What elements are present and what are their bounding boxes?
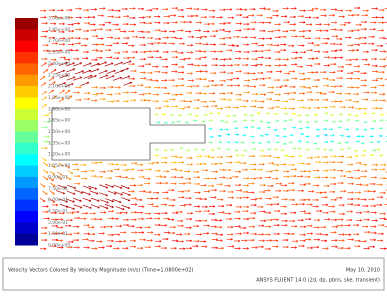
color-bar-label: 2.55e+00 xyxy=(48,50,70,56)
vector-plot: 3.00e+00 2.85e+00 2.70e+00 2.55e+00 2.40e+00… xyxy=(0,0,387,293)
color-bar-segment xyxy=(15,86,38,98)
color-bar-label: 4.50e-01 xyxy=(48,208,68,214)
color-bar-segment xyxy=(15,52,38,64)
color-bar-segment xyxy=(15,211,38,223)
footer-date: May 10, 2010 xyxy=(346,268,380,274)
color-bar-segment xyxy=(15,18,38,30)
color-bar-segment xyxy=(15,41,38,53)
footer-box xyxy=(3,258,384,290)
color-bar-label: 1.80e+00 xyxy=(48,106,70,112)
color-bar-segment xyxy=(15,143,38,155)
color-bar-label: 1.50e+00 xyxy=(48,129,70,135)
color-bar-label: 7.50e-01 xyxy=(48,186,68,192)
page: 3.00e+00 2.85e+00 2.70e+00 2.55e+00 2.40e+00… xyxy=(0,0,387,293)
color-bar-label: 6.00e-01 xyxy=(48,197,68,203)
color-bar-segment xyxy=(15,177,38,189)
color-bar-label: 1.20e+00 xyxy=(48,152,70,158)
color-bar-segment xyxy=(15,166,38,178)
color-bar-label: 2.70e+00 xyxy=(48,38,70,44)
color-bar-label: 3.00e-01 xyxy=(48,220,68,226)
color-bar-label: 0.00e+00 xyxy=(48,243,70,249)
color-bar xyxy=(15,18,38,246)
color-bar-label: 2.40e+00 xyxy=(48,61,70,67)
color-bar-label: 1.50e-01 xyxy=(48,231,68,237)
color-bar-label: 1.65e+00 xyxy=(48,118,70,124)
color-bar-segment xyxy=(15,63,38,75)
color-bar-label: 2.10e+00 xyxy=(48,84,70,90)
color-bar-segment xyxy=(15,234,38,246)
color-bar-labels: 3.00e+00 2.85e+00 2.70e+00 2.55e+00 2.40e+00… xyxy=(48,16,70,249)
color-bar-segment xyxy=(15,154,38,166)
color-bar-segment xyxy=(15,200,38,212)
color-bar-label: 2.25e+00 xyxy=(48,72,70,78)
color-bar-segment xyxy=(15,222,38,234)
footer-solver: ANSYS FLUENT 14.0 (2d, dp, pbns, ske, tr… xyxy=(256,278,380,284)
color-bar-segment xyxy=(15,132,38,144)
color-bar-label: 1.95e+00 xyxy=(48,95,70,101)
color-bar-label: 9.00e-01 xyxy=(48,174,68,180)
footer-title: Velocity Vectors Colored By Velocity Mag… xyxy=(8,268,194,274)
color-bar-segment xyxy=(15,29,38,41)
color-bar-segment xyxy=(15,97,38,109)
color-bar-label: 1.05e+00 xyxy=(48,163,70,169)
color-bar-label: 3.00e+00 xyxy=(48,16,70,22)
color-bar-segment xyxy=(15,75,38,87)
color-bar-label: 1.35e+00 xyxy=(48,140,70,146)
color-bar-segment xyxy=(15,109,38,121)
color-bar-segment xyxy=(15,188,38,200)
color-bar-segment xyxy=(15,120,38,132)
color-bar-label: 2.85e+00 xyxy=(48,27,70,33)
